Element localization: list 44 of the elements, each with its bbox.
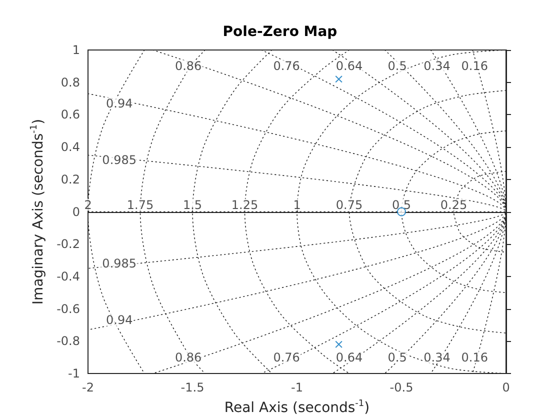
- annotation: 0.94: [106, 313, 133, 328]
- annotation: 1.25: [231, 198, 258, 212]
- x-tick-label: 0: [502, 380, 510, 394]
- y-tick-label: 0.8: [60, 75, 80, 90]
- chart-title: Pole-Zero Map: [222, 24, 338, 40]
- x-tick-label: -1.5: [180, 380, 204, 394]
- x-tick-label: -1: [291, 380, 303, 394]
- point: [335, 76, 342, 83]
- annotation: 0.16: [461, 350, 488, 364]
- y-axis-title: Imaginary Axis (seconds-1): [30, 118, 47, 305]
- y-tick-label: 1: [72, 43, 80, 57]
- annotation: 0.25: [440, 198, 468, 212]
- y-tick-label: 0.6: [60, 108, 80, 122]
- y-tick-label: -0.6: [56, 302, 80, 316]
- y-tick-label: -1: [68, 366, 80, 380]
- annotation: 0.985: [102, 256, 137, 271]
- annotation: 0.5: [392, 198, 412, 212]
- y-tick-label: 0.4: [60, 140, 80, 154]
- x-tick-label: -0.5: [390, 380, 414, 394]
- point: [335, 340, 342, 348]
- y-tick-label: -0.4: [56, 269, 80, 284]
- annotation: 1.75: [126, 198, 154, 212]
- annotation: 2: [84, 198, 92, 212]
- y-tick-label: 0: [72, 204, 80, 219]
- annotation: 0.34: [424, 59, 450, 74]
- annotation: 0.5: [388, 350, 407, 364]
- y-tick-label: 0.2: [60, 172, 80, 186]
- annotation: 0.5: [388, 59, 407, 74]
- annotation: 1.5: [182, 198, 202, 212]
- annotation: 0.75: [336, 198, 363, 212]
- annotation: 0.16: [461, 59, 488, 74]
- annotation: 0.86: [174, 350, 202, 364]
- annotation: 0.94: [106, 96, 133, 110]
- annotation: 0.76: [273, 59, 300, 74]
- annotation: 0.34: [424, 350, 450, 364]
- y-tick-label: -0.2: [56, 237, 80, 252]
- annotation: 0.86: [174, 59, 202, 74]
- annotation: 0.64: [336, 350, 363, 364]
- annotation: 0.76: [273, 350, 300, 364]
- annotation: 1: [293, 198, 301, 212]
- y-tick-label: -0.8: [56, 334, 80, 348]
- annotation: 0.64: [336, 59, 363, 74]
- annotation: 0.985: [102, 152, 137, 167]
- x-tick-label: -2: [82, 380, 94, 394]
